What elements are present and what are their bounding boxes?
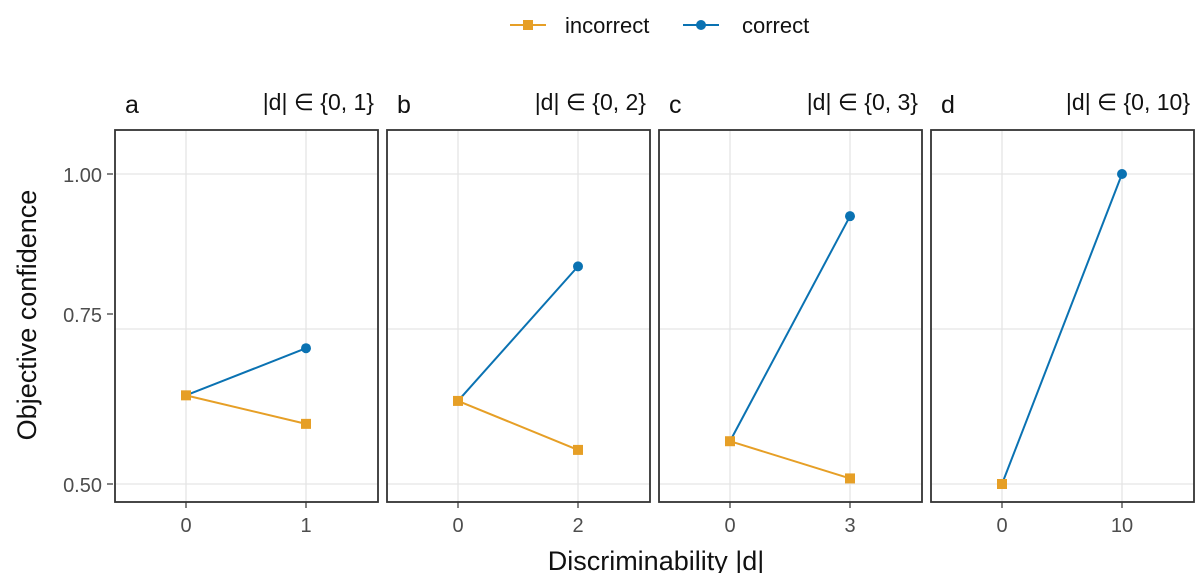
x-axis-label: Discriminability |d| [548,546,765,573]
panel-title: |d| ∈ {0, 2} [535,89,647,115]
x-tick-label: 0 [724,515,735,537]
panel-tag: b [397,91,411,119]
panel-tag: d [941,91,955,119]
series-line-incorrect [185,394,307,425]
series-line-incorrect [457,399,579,451]
panel-b: 0 2 b |d| ∈ {0, 2} [386,89,651,537]
series-line-correct [1001,173,1123,485]
y-tick-label: 1.00 [63,165,102,187]
panel-border [658,129,923,503]
legend-correct-marker [696,20,706,30]
x-tick-label: 10 [1111,515,1133,537]
panel-tag: a [125,91,139,119]
point-correct [845,211,855,222]
panel-border [114,129,379,503]
panel-c: 0 3 c |d| ∈ {0, 3} [658,89,923,537]
x-tick-label: 0 [180,515,191,537]
series-line-incorrect [729,440,851,480]
panel-title: |d| ∈ {0, 3} [807,89,919,115]
legend-item-incorrect: incorrect [510,13,649,38]
y-tick-label: 0.75 [63,305,102,327]
point-incorrect [301,418,311,429]
point-correct [301,343,311,354]
series-line-correct [729,215,851,442]
panel-title: |d| ∈ {0, 1} [263,89,375,115]
point-incorrect [453,395,463,406]
panel-title: |d| ∈ {0, 10} [1066,89,1190,115]
x-tick-label: 1 [300,515,311,537]
x-tick-label: 0 [996,515,1007,537]
series-line-correct [185,347,307,397]
panel-a: 0 1 a |d| ∈ {0, 1} [114,89,379,537]
x-tick-label: 2 [572,515,583,537]
series-line-correct [457,265,579,402]
panels: 0 1 a |d| ∈ {0, 1} 0 2 b |d| ∈ {0, 2} 0 3 c |d| ∈ {… [114,89,1195,537]
panel-border [930,129,1195,503]
legend-item-correct: correct [683,13,809,38]
panel-border [386,129,651,503]
x-tick-label: 0 [452,515,463,537]
legend-incorrect-label: incorrect [565,13,649,38]
panel-tag: c [669,91,682,119]
point-incorrect [181,390,191,401]
panel-d: 0 10 d |d| ∈ {0, 10} [930,89,1195,537]
point-incorrect [573,444,583,455]
point-incorrect [997,479,1007,489]
y-tick-label: 0.50 [63,475,102,497]
legend-correct-label: correct [742,13,809,38]
point-incorrect [725,436,735,447]
point-correct [573,261,583,272]
y-axis-label: Objective confidence [12,190,42,441]
point-incorrect [845,473,855,484]
point-correct [1117,169,1127,179]
y-axis: 1.00 0.75 0.50 [63,165,113,497]
legend: incorrect correct [510,13,809,38]
legend-incorrect-marker [523,20,533,30]
x-tick-label: 3 [844,515,855,537]
